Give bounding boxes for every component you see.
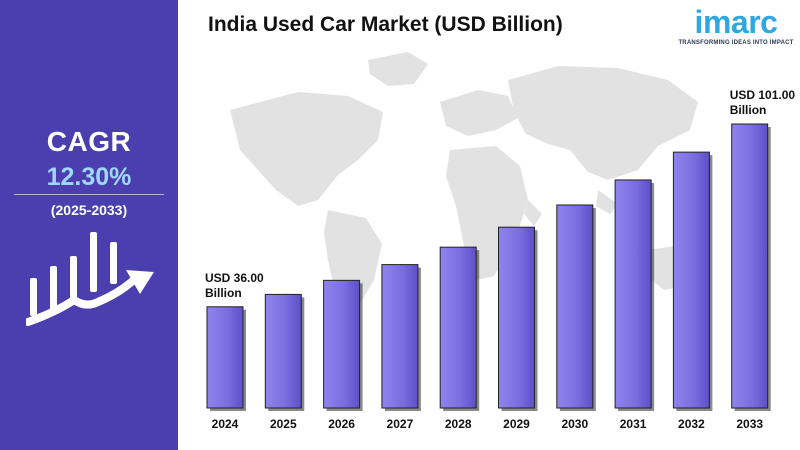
x-tick-2031: 2031 bbox=[620, 417, 647, 431]
bar-2025 bbox=[264, 293, 302, 409]
logo-tagline: TRANSFORMING IDEAS INTO IMPACT bbox=[678, 40, 794, 46]
logo-word: imarc bbox=[694, 4, 778, 40]
bar-2030 bbox=[556, 204, 594, 409]
x-tick-2025: 2025 bbox=[270, 417, 297, 431]
cagr-divider bbox=[14, 194, 164, 195]
annotation-line1-2024: USD 36.00 bbox=[205, 271, 264, 285]
bar-2027 bbox=[381, 264, 419, 409]
bar-2032 bbox=[672, 151, 710, 409]
cagr-label: CAGR bbox=[46, 126, 132, 157]
x-tick-2024: 2024 bbox=[212, 417, 239, 431]
main-area: 2024 2025 2026 2027 2028 2029 2030 2031 2032 2033… bbox=[178, 0, 800, 450]
bar-chart: 2024 2025 2026 2027 2028 2029 2030 2031 2032 2033… bbox=[205, 52, 795, 431]
bar-2033 bbox=[731, 123, 769, 409]
bar-2029 bbox=[498, 226, 535, 409]
x-axis-ticks: 2024 2025 2026 2027 2028 2029 2030 2031 2032 2033 bbox=[212, 417, 764, 431]
x-tick-2028: 2028 bbox=[445, 417, 472, 431]
x-tick-2027: 2027 bbox=[387, 417, 414, 431]
bar-2026 bbox=[323, 279, 361, 409]
bar-2024 bbox=[206, 306, 244, 409]
bars-group bbox=[206, 123, 771, 411]
growth-chart-arrow-icon bbox=[26, 232, 154, 326]
cagr-sidebar: CAGR 12.30% (2025-2033) bbox=[0, 0, 178, 450]
cagr-period: (2025-2033) bbox=[50, 202, 128, 218]
chart-title: India Used Car Market (USD Billion) bbox=[208, 13, 563, 36]
annotation-line2-2033: Billion bbox=[730, 103, 767, 117]
annotation-line2-2024: Billion bbox=[205, 286, 242, 300]
bar-2028 bbox=[439, 246, 477, 409]
imarc-logo: imarc TRANSFORMING IDEAS INTO IMPACT bbox=[678, 6, 794, 46]
x-tick-2030: 2030 bbox=[561, 417, 588, 431]
cagr-value: 12.30% bbox=[46, 163, 132, 191]
x-tick-2033: 2033 bbox=[736, 417, 763, 431]
x-tick-2029: 2029 bbox=[503, 417, 530, 431]
x-tick-2032: 2032 bbox=[678, 417, 705, 431]
bar-2031 bbox=[614, 179, 652, 409]
x-tick-2026: 2026 bbox=[328, 417, 355, 431]
annotation-line1-2033: USD 101.00 bbox=[730, 88, 796, 102]
